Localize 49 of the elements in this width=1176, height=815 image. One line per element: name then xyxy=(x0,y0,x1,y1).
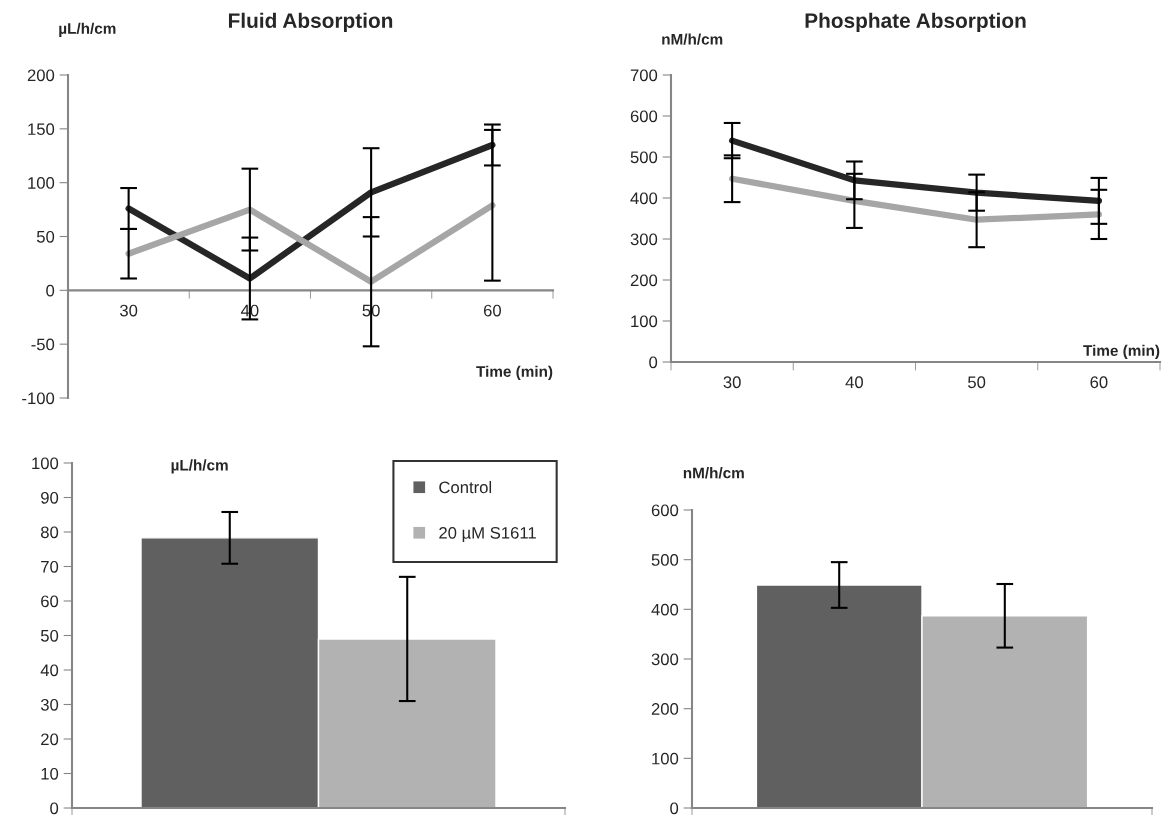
legend-label: 20 µM S1611 xyxy=(439,526,536,543)
y-tick-label: 80 xyxy=(40,526,59,539)
y-axis-title: nM/h/cm xyxy=(683,467,744,479)
y-axis-title: µL/h/cm xyxy=(59,22,116,37)
y-tick-label: -50 xyxy=(31,338,55,351)
y-tick-label: 100 xyxy=(28,177,55,189)
y-tick-label: 300 xyxy=(651,653,679,666)
y-tick-label: 10 xyxy=(41,767,59,780)
x-tick-label: 40 xyxy=(845,376,863,389)
x-tick-label: 30 xyxy=(119,304,138,317)
y-tick-label: 100 xyxy=(32,457,59,470)
y-axis-title: µL/h/cm xyxy=(171,459,228,474)
y-axis-title: nM/h/cm xyxy=(662,33,723,45)
y-tick-label: 70 xyxy=(41,560,59,573)
y-tick-label: 500 xyxy=(651,554,679,566)
x-tick-label: 30 xyxy=(723,376,741,389)
y-tick-label: 400 xyxy=(630,192,658,205)
y-tick-label: 100 xyxy=(631,315,658,328)
y-tick-label: 150 xyxy=(28,123,55,136)
x-axis-title: Time (min) xyxy=(476,365,553,380)
y-tick-label: -100 xyxy=(22,392,55,405)
y-tick-label: 400 xyxy=(651,603,679,616)
y-tick-label: 0 xyxy=(649,356,658,369)
y-tick-label: 0 xyxy=(50,802,59,815)
x-tick-label: 50 xyxy=(968,376,986,389)
x-axis-title: Time (min) xyxy=(1083,344,1160,360)
y-tick-label: 100 xyxy=(652,752,679,765)
y-tick-label: 500 xyxy=(630,151,658,164)
y-tick-label: 200 xyxy=(651,703,679,715)
y-tick-label: 60 xyxy=(41,595,59,608)
y-tick-label: 0 xyxy=(46,284,55,297)
y-tick-label: 200 xyxy=(27,69,55,82)
y-tick-label: 600 xyxy=(651,504,679,517)
y-tick-label: 50 xyxy=(40,629,59,642)
y-tick-label: 600 xyxy=(630,110,658,123)
chart-title: Phosphate Absorption xyxy=(805,12,1026,33)
y-tick-label: 300 xyxy=(630,233,658,246)
x-tick-label: 60 xyxy=(1090,376,1108,389)
chart-title: Fluid Absorption xyxy=(228,12,393,33)
x-tick-label: 60 xyxy=(483,304,501,317)
y-tick-label: 0 xyxy=(670,802,679,815)
y-tick-label: 700 xyxy=(630,69,658,82)
y-tick-label: 30 xyxy=(40,698,59,711)
y-tick-label: 50 xyxy=(36,230,55,243)
y-tick-label: 200 xyxy=(630,274,658,287)
y-tick-label: 20 xyxy=(41,733,59,746)
y-tick-label: 40 xyxy=(40,664,59,677)
y-tick-label: 90 xyxy=(41,491,59,504)
legend-label: Control xyxy=(439,480,492,494)
